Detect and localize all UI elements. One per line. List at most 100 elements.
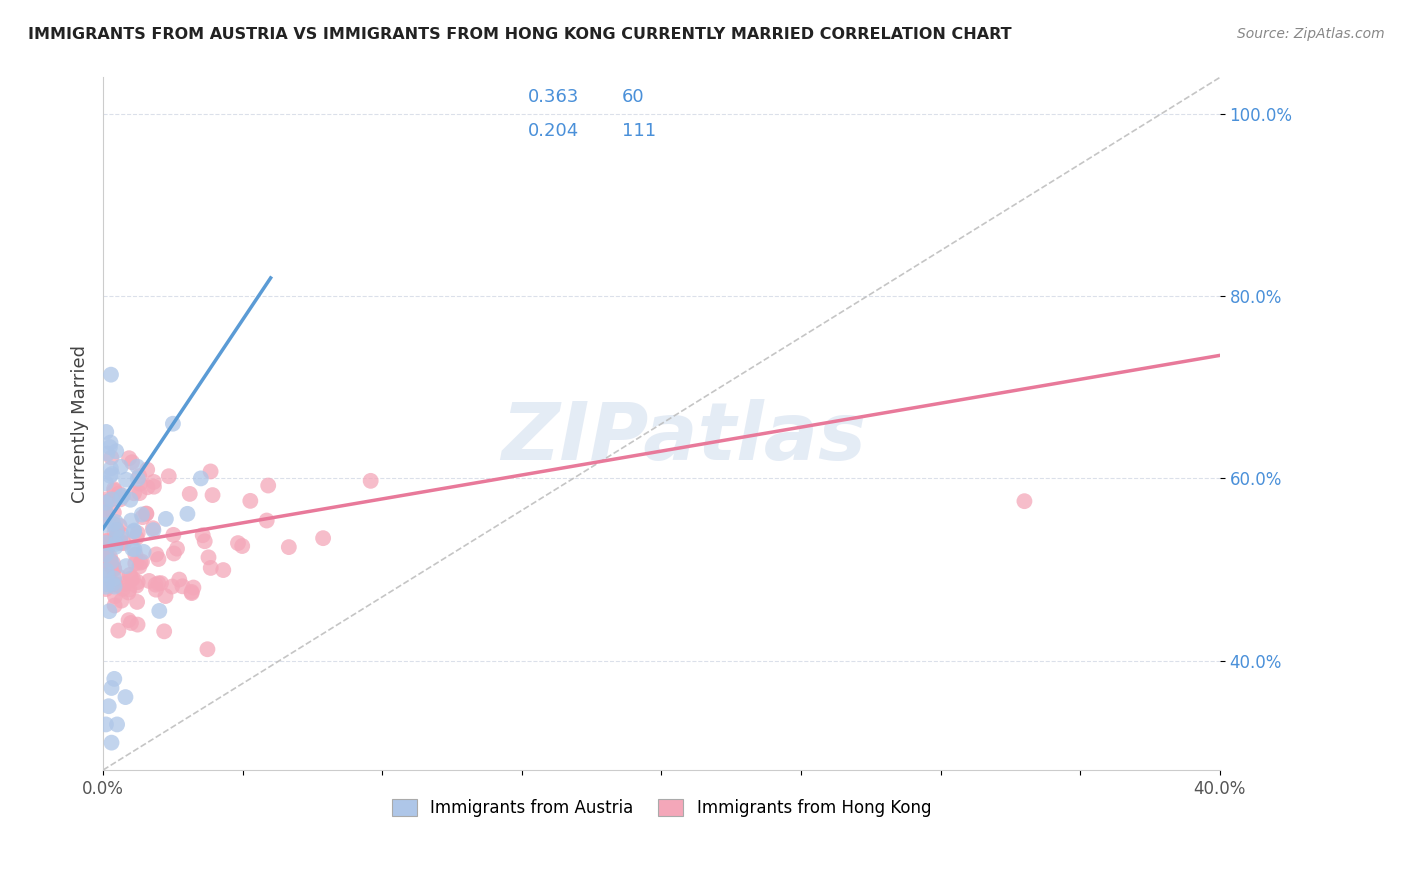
Point [122,524,145,538]
Point [176,507,198,521]
Point [94,534,117,549]
Point [122,524,145,539]
Point [148,552,170,566]
Point [103,571,125,585]
Point [121,455,143,469]
Point [101,556,124,570]
Point [100,368,122,382]
Point [98,440,121,454]
Point [98,604,121,618]
Point [132,545,155,559]
Point [118,582,141,597]
Text: ZIPatlas: ZIPatlas [502,399,866,476]
Point [110,492,132,507]
Text: IMMIGRANTS FROM AUSTRIA VS IMMIGRANTS FROM HONG KONG CURRENTLY MARRIED CORRELATI: IMMIGRANTS FROM AUSTRIA VS IMMIGRANTS FR… [28,27,1012,42]
Point [117,613,139,627]
Point [127,526,149,541]
Point [277,540,299,554]
Point [107,569,129,583]
Point [112,582,135,596]
Point [110,490,132,504]
Point [129,556,152,570]
Point [96,541,118,555]
Point [104,577,127,591]
Point [122,572,145,586]
Point [131,555,153,569]
Point [142,521,165,535]
Point [226,536,249,550]
Point [136,480,159,494]
Text: 0.204: 0.204 [527,122,579,140]
Point [114,690,136,704]
Point [360,474,382,488]
Point [197,642,219,657]
Point [94,505,117,519]
Point [100,435,122,450]
Point [117,585,139,599]
Point [101,561,124,575]
Point [128,559,150,574]
Point [191,528,214,542]
Point [124,542,146,557]
Point [104,578,127,592]
Point [162,528,184,542]
Point [160,580,183,594]
Point [94,536,117,550]
Point [145,577,167,591]
Point [110,593,132,607]
Point [166,541,188,556]
Point [128,469,150,483]
Point [94,548,117,562]
Point [124,557,146,571]
Point [162,417,184,431]
Point [118,568,141,582]
Point [97,554,120,568]
Point [145,582,167,597]
Point [172,579,194,593]
Point [197,550,219,565]
Point [110,459,132,474]
Point [100,461,122,475]
Point [112,536,135,550]
Point [145,548,167,562]
Point [115,559,138,574]
Point [212,563,235,577]
Point [124,548,146,562]
Point [94,492,117,507]
Point [94,717,117,731]
Point [94,510,117,524]
Point [94,582,117,596]
Point [96,447,118,461]
Point [94,580,117,594]
Point [96,568,118,582]
Point [108,486,131,500]
Point [120,615,142,630]
Point [201,488,224,502]
Point [98,468,121,483]
Point [231,539,253,553]
Point [257,478,280,492]
Point [142,523,165,537]
Point [108,518,131,533]
Point [136,463,159,477]
Point [312,531,335,545]
Point [94,507,117,521]
Point [96,563,118,577]
Point [110,536,132,550]
Point [100,492,122,507]
Point [200,561,222,575]
Point [98,549,121,564]
Point [127,472,149,486]
Point [105,524,128,538]
Y-axis label: Currently Married: Currently Married [72,344,89,503]
Point [105,530,128,544]
Point [131,510,153,524]
Point [101,467,124,481]
Point [125,579,148,593]
Point [148,576,170,591]
Point [127,617,149,632]
Point [138,574,160,588]
Point [96,533,118,548]
Point [104,515,127,529]
Point [120,514,142,528]
